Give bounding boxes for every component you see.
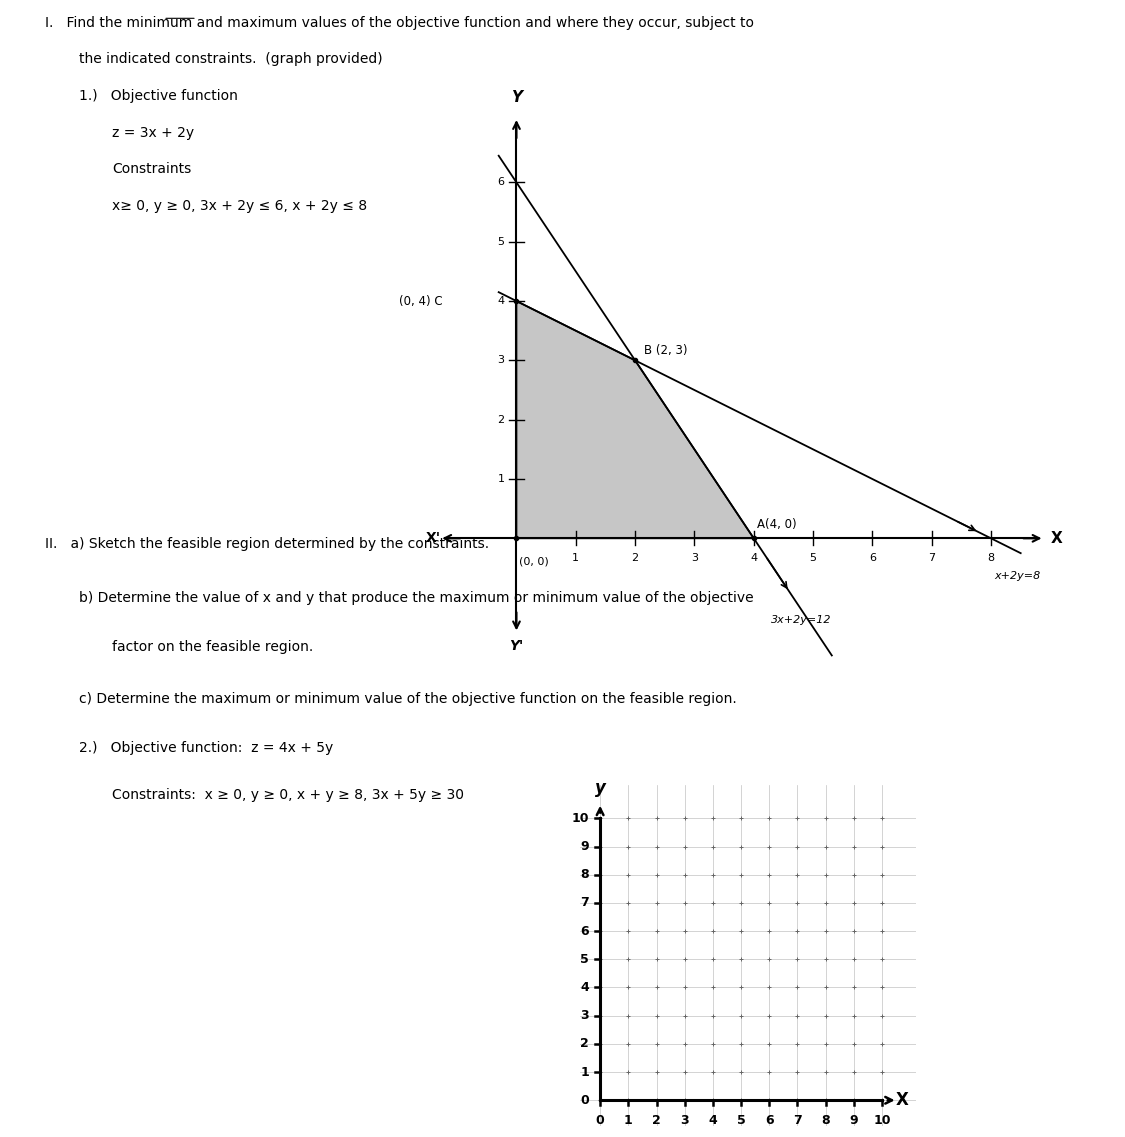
Text: 8: 8 [821, 1114, 830, 1128]
Text: 1: 1 [624, 1114, 632, 1128]
Text: (0, 0): (0, 0) [520, 556, 549, 566]
Text: 5: 5 [580, 953, 588, 965]
Text: X: X [896, 1092, 908, 1110]
Text: 9: 9 [580, 840, 588, 853]
Text: c) Determine the maximum or minimum value of the objective function on the feasi: c) Determine the maximum or minimum valu… [79, 692, 737, 706]
Text: 5: 5 [810, 554, 817, 563]
Text: 6: 6 [580, 924, 588, 938]
Text: 7: 7 [793, 1114, 802, 1128]
Text: 6: 6 [868, 554, 876, 563]
Text: 10: 10 [873, 1114, 891, 1128]
Text: 9: 9 [849, 1114, 858, 1128]
Text: 1.)   Objective function: 1.) Objective function [79, 89, 237, 103]
Text: 5: 5 [737, 1114, 746, 1128]
Text: 7: 7 [580, 896, 588, 910]
Text: 8: 8 [988, 554, 994, 563]
Text: B (2, 3): B (2, 3) [644, 345, 687, 357]
Text: Constraints: Constraints [112, 163, 191, 176]
Text: (0, 4) C: (0, 4) C [398, 294, 442, 308]
Text: 1: 1 [580, 1065, 588, 1079]
Text: 3: 3 [681, 1114, 688, 1128]
Text: X: X [1051, 531, 1062, 546]
Text: 2: 2 [497, 415, 505, 425]
Text: 3x+2y=12: 3x+2y=12 [771, 615, 831, 625]
Text: Y: Y [511, 90, 522, 106]
Text: 10: 10 [572, 812, 588, 824]
Text: 0: 0 [596, 1114, 604, 1128]
Text: 1: 1 [497, 474, 505, 484]
Text: 6: 6 [497, 177, 505, 188]
Text: Y': Y' [510, 639, 523, 653]
Text: A(4, 0): A(4, 0) [757, 518, 796, 531]
Text: II.   a) Sketch the feasible region determined by the constraints.: II. a) Sketch the feasible region determ… [45, 537, 489, 550]
Text: I.   Find the minimum and maximum values of the objective function and where the: I. Find the minimum and maximum values o… [45, 16, 754, 30]
Text: factor on the feasible region.: factor on the feasible region. [112, 640, 314, 655]
Text: 2.)   Objective function:  z = 4x + 5y: 2.) Objective function: z = 4x + 5y [79, 741, 333, 755]
Text: 4: 4 [750, 554, 757, 563]
Text: x≥ 0, y ≥ 0, 3x + 2y ≤ 6, x + 2y ≤ 8: x≥ 0, y ≥ 0, 3x + 2y ≤ 6, x + 2y ≤ 8 [112, 199, 368, 213]
Text: 5: 5 [497, 236, 505, 247]
Text: 2: 2 [631, 554, 639, 563]
Text: y: y [595, 779, 605, 797]
Text: 3: 3 [497, 356, 505, 365]
Text: Constraints:  x ≥ 0, y ≥ 0, x + y ≥ 8, 3x + 5y ≥ 30: Constraints: x ≥ 0, y ≥ 0, x + y ≥ 8, 3x… [112, 788, 465, 802]
Text: 6: 6 [765, 1114, 774, 1128]
Text: 7: 7 [928, 554, 935, 563]
Text: X': X' [426, 531, 441, 546]
Text: 4: 4 [497, 296, 505, 306]
Text: b) Determine the value of x and y that produce the maximum or minimum value of t: b) Determine the value of x and y that p… [79, 591, 754, 605]
Text: 8: 8 [580, 869, 588, 881]
Text: 0: 0 [580, 1094, 588, 1106]
Text: 4: 4 [709, 1114, 718, 1128]
Text: 2: 2 [652, 1114, 660, 1128]
Text: z = 3x + 2y: z = 3x + 2y [112, 125, 195, 140]
Text: 3: 3 [580, 1010, 588, 1022]
Text: x+2y=8: x+2y=8 [994, 571, 1041, 581]
Text: 1: 1 [573, 554, 579, 563]
Text: 3: 3 [691, 554, 698, 563]
Text: the indicated constraints.  (graph provided): the indicated constraints. (graph provid… [79, 52, 382, 66]
Polygon shape [516, 301, 754, 538]
Text: 2: 2 [580, 1037, 588, 1051]
Text: 4: 4 [580, 981, 588, 994]
